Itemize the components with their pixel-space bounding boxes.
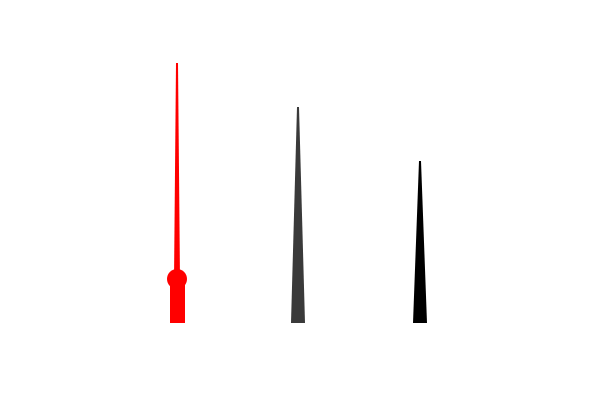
minute-hand-needle <box>291 107 305 323</box>
second-hand-tail <box>170 278 185 323</box>
second-hand <box>167 63 187 323</box>
minute-hand <box>291 107 305 323</box>
second-hand-counterweight-dot <box>167 269 187 289</box>
hour-hand <box>413 161 427 323</box>
hour-hand-needle <box>413 161 427 323</box>
second-hand-needle <box>174 63 180 280</box>
